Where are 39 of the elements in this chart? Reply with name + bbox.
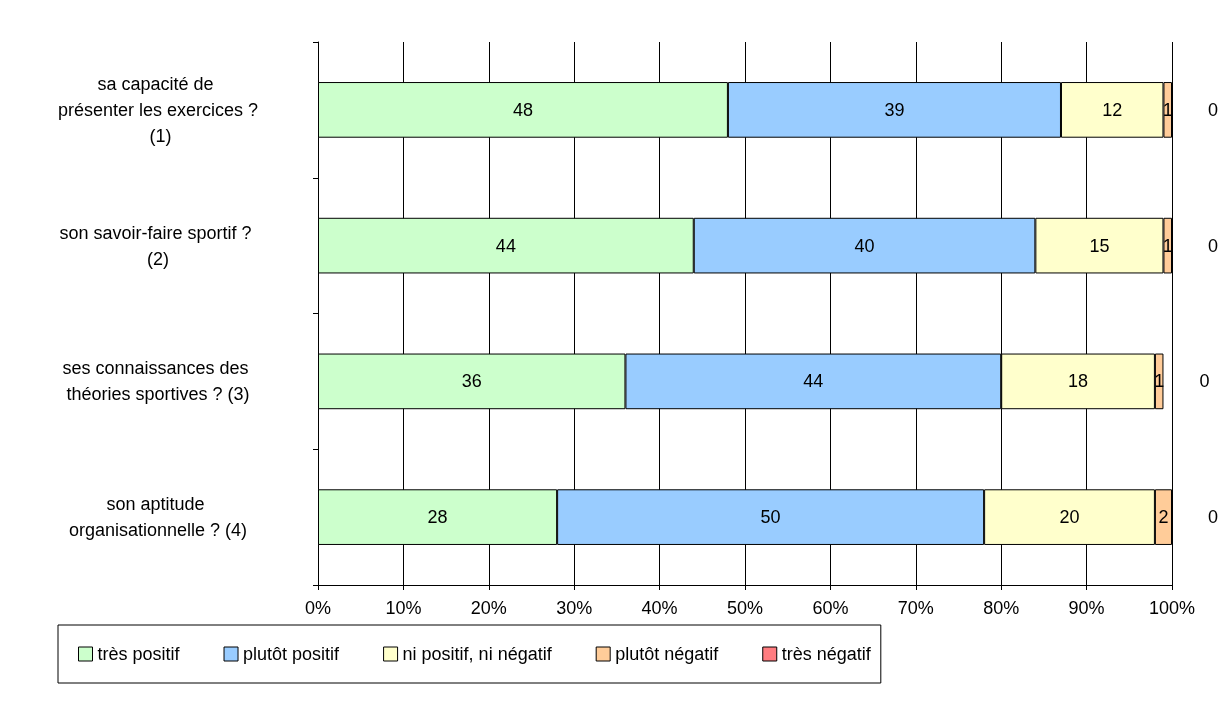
data-label: 0 [1208,507,1219,528]
data-label: 50 [760,507,781,528]
legend-label: très négatif [781,644,872,664]
x-tick-label: 90% [1068,598,1105,618]
data-label: 0 [1208,99,1219,120]
legend-label: plutôt négatif [615,644,720,664]
x-tick-label: 70% [897,598,934,618]
y-tick-label: sa capacité de présenter les exercices ? (1) [57,73,259,146]
legend-label: ni positif, ni négatif [402,644,553,664]
legend-label: très positif [97,644,181,664]
x-tick-label: 30% [556,598,593,618]
y-tick-label: ses connaissances des théories sportives ? (3) [62,358,254,405]
y-tick-label: son aptitude organisationnelle ? (4) [68,494,248,541]
x-tick-label: 60% [812,598,849,618]
data-label: 18 [1068,371,1089,392]
legend-label: plutôt positif [243,644,341,664]
x-tick-label: 80% [983,598,1020,618]
x-tick-label: 0% [304,598,332,618]
data-label: 1 [1162,99,1173,120]
data-label: 44 [495,235,516,256]
data-label: 12 [1102,99,1123,120]
x-tick-label: 40% [641,598,678,618]
data-label: 40 [854,235,875,256]
data-label: 28 [427,507,448,528]
data-label: 44 [803,371,824,392]
y-tick-label: son savoir-faire sportif ? (2) [59,222,257,269]
data-label: 48 [512,99,533,120]
data-label: 36 [461,371,482,392]
data-label: 39 [884,99,905,120]
data-label: 15 [1089,235,1110,256]
data-label: 20 [1059,507,1080,528]
x-tick-label: 50% [726,598,764,618]
data-label: 2 [1158,507,1169,528]
data-label: 0 [1208,235,1219,256]
data-label: 0 [1199,371,1210,392]
x-tick-label: 10% [385,598,422,618]
x-tick-label: 20% [470,598,507,618]
x-tick-label: 100% [1148,598,1196,618]
data-label: 1 [1162,235,1173,256]
